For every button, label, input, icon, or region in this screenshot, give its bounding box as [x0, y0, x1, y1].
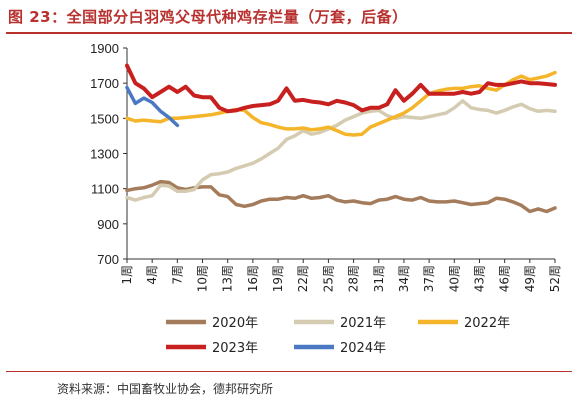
legend: 2020年 2021年 2022年 2023年 2024年: [166, 316, 510, 356]
title-rule: [6, 32, 572, 34]
y-tick-label: 900: [97, 217, 119, 232]
legend-label: 2022年: [464, 316, 510, 331]
legend-label: 2020年: [212, 316, 258, 331]
source-note: 资料来源：中国畜牧业协会，德邦研究所: [57, 382, 274, 396]
x-tick-label: 4周: [145, 265, 159, 285]
x-tick-label: 7周: [170, 265, 184, 285]
x-tick-label: 19周: [271, 265, 285, 292]
y-tick-label: 700: [97, 252, 119, 267]
y-tick-label: 1900: [90, 41, 119, 56]
legend-label: 2024年: [340, 341, 386, 356]
x-tick-label: 40周: [447, 265, 461, 292]
x-tick-label: 37周: [422, 265, 436, 292]
x-tick-label: 10周: [196, 265, 210, 292]
x-tick-label: 25周: [321, 265, 335, 292]
series-line-2020年: [125, 179, 557, 214]
series-line-2024年: [125, 85, 180, 128]
x-tick-label: 1周: [120, 265, 134, 285]
x-tick-label: 22周: [296, 265, 310, 292]
y-tick-label: 1100: [91, 182, 119, 197]
x-tick-label: 13周: [221, 265, 235, 292]
x-tick-label: 52周: [548, 265, 562, 292]
x-tick-label: 43周: [472, 265, 486, 292]
source-rule: [6, 371, 572, 372]
series-line-2023年: [125, 63, 557, 114]
y-tick-label: 1300: [90, 147, 119, 162]
series-line-2021年: [125, 99, 557, 202]
y-tick-label: 1700: [90, 76, 119, 91]
y-axis: 700 900 1100 1300 1500 1700 1900: [90, 41, 128, 267]
legend-label: 2021年: [340, 316, 386, 331]
x-tick-label: 34周: [397, 265, 411, 292]
x-axis: 1周 4周 7周 10周 13周 16周 19周 22周 25周 28周 31周 34周 37周 40周 4…: [120, 258, 562, 292]
x-tick-label: 31周: [372, 265, 386, 292]
legend-label: 2023年: [212, 341, 258, 356]
x-tick-label: 49周: [523, 265, 537, 292]
x-tick-label: 28周: [347, 265, 361, 292]
chart-title: 图 23：全国部分白羽鸡父母代种鸡存栏量（万套，后备）: [8, 8, 408, 26]
series-layer: [125, 63, 557, 214]
x-tick-label: 46周: [498, 265, 512, 292]
x-tick-label: 16周: [246, 265, 260, 292]
y-tick-label: 1500: [90, 111, 119, 126]
